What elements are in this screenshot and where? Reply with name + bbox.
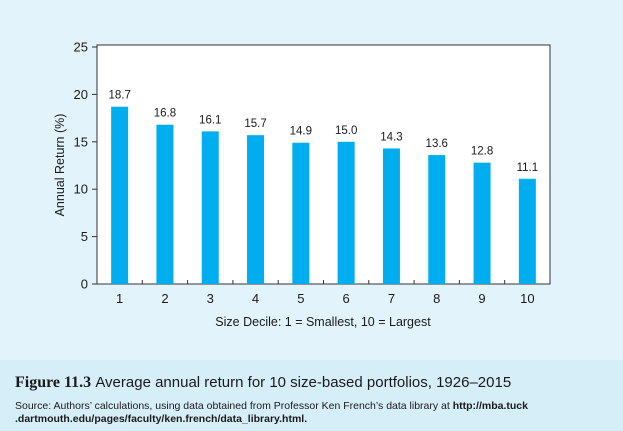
bar-chart: 18.7 16.8 16.1 15.7 14.9 15.0 14.3 13.6 12.8 11.1… — [53, 40, 551, 329]
y-tick-label: 20 — [74, 87, 88, 102]
bar-decile-4 — [247, 135, 265, 284]
y-tick-label: 15 — [74, 134, 88, 149]
figure-caption: Figure 11.3 Average annual return for 10… — [15, 374, 511, 392]
caption-panel — [0, 360, 623, 431]
y-axis: 0 5 10 15 20 25 — [74, 40, 97, 292]
x-tick-label: 3 — [207, 291, 214, 306]
x-axis-title: Size Decile: 1 = Smallest, 10 = Largest — [215, 315, 431, 329]
data-label-decile-6: 15.0 — [335, 125, 357, 137]
y-tick-label: 5 — [81, 229, 88, 244]
figure-title: Average annual return for 10 size-based … — [95, 374, 512, 391]
bar-decile-7 — [382, 148, 400, 284]
data-label-decile-7: 14.3 — [380, 131, 402, 143]
data-label-decile-10: 11.1 — [517, 162, 539, 174]
x-tick-label: 5 — [297, 291, 304, 306]
data-label-decile-5: 14.9 — [290, 126, 312, 138]
bar-decile-5 — [292, 142, 310, 284]
bar-decile-3 — [201, 131, 219, 284]
data-label-decile-2: 16.8 — [154, 108, 176, 120]
y-tick-label: 25 — [74, 40, 88, 55]
bar-decile-2 — [156, 124, 174, 285]
x-axis: 1 2 3 4 5 6 7 8 9 10 — [96, 280, 551, 306]
source-url-part1: http://mba.tuck — [452, 400, 528, 412]
y-tick-label: 10 — [74, 182, 88, 197]
bars-layer — [111, 106, 536, 285]
data-label-decile-4: 15.7 — [244, 118, 266, 130]
x-tick-label: 10 — [520, 291, 534, 306]
bar-decile-8 — [428, 155, 446, 284]
data-label-decile-3: 16.1 — [199, 114, 221, 126]
bar-decile-1 — [111, 106, 129, 284]
figure-source-note: Source: Authors’ calculations, using dat… — [15, 400, 615, 426]
source-text: Source: Authors’ calculations, using dat… — [15, 400, 453, 412]
data-label-decile-1: 18.7 — [108, 90, 130, 102]
data-label-decile-8: 13.6 — [426, 138, 448, 150]
value-labels-layer: 18.7 16.8 16.1 15.7 14.9 15.0 14.3 13.6 12.8 11.1 — [108, 90, 538, 174]
bar-decile-9 — [473, 162, 491, 284]
x-tick-label: 4 — [252, 291, 259, 306]
y-tick-label: 0 — [81, 277, 88, 292]
x-tick-label: 9 — [478, 291, 485, 306]
figure-number: Figure 11.3 — [15, 374, 92, 391]
x-tick-label: 8 — [433, 291, 440, 306]
y-axis-title: Annual Return (%) — [53, 114, 67, 217]
x-tick-label: 6 — [343, 291, 350, 306]
bar-decile-10 — [518, 178, 536, 284]
data-label-decile-9: 12.8 — [471, 146, 493, 158]
x-tick-label: 1 — [116, 291, 123, 306]
bar-decile-6 — [337, 141, 355, 284]
source-url-part2: .dartmouth.edu/pages/faculty/ken.french/… — [15, 413, 308, 425]
x-tick-label: 2 — [161, 291, 168, 306]
x-tick-label: 7 — [388, 291, 395, 306]
